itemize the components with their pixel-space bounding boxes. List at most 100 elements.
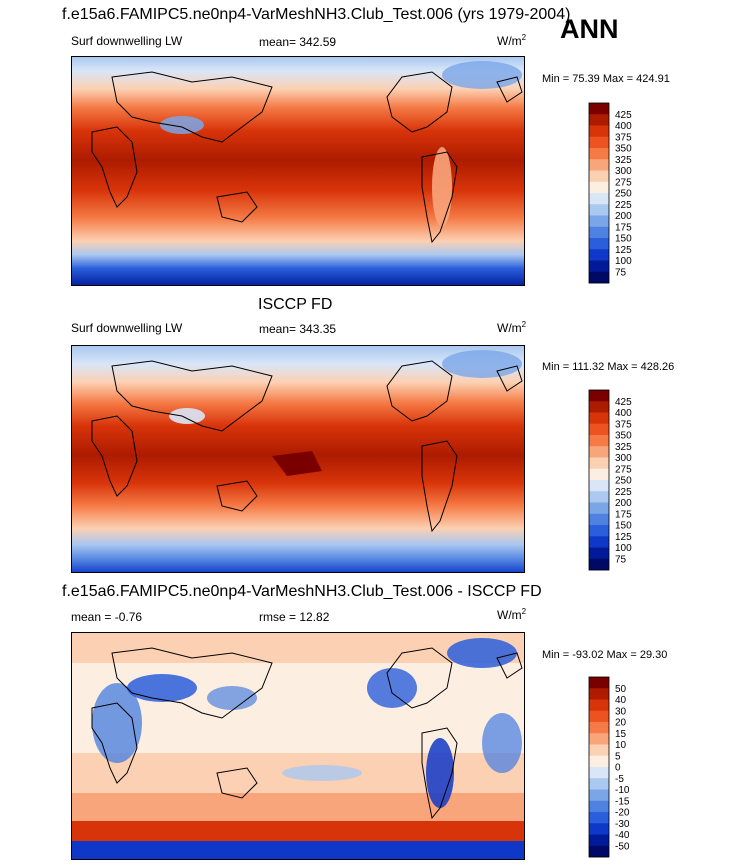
colorbar-swatch <box>589 390 609 402</box>
colorbar-swatch <box>589 733 609 745</box>
panel3-title: f.e15a6.FAMIPC5.ne0np4-VarMeshNH3.Club_T… <box>62 583 542 600</box>
colorbar-swatch <box>589 170 609 183</box>
colorbar-tick-label: 100 <box>615 543 632 554</box>
colorbar-tick-label: 300 <box>615 453 632 464</box>
colorbar-swatch <box>589 744 609 757</box>
colorbar-swatch <box>589 193 609 205</box>
colorbar-tick-label: 75 <box>615 267 627 278</box>
colorbar-tick-label: 275 <box>615 464 632 475</box>
colorbar-tick-label: -50 <box>615 841 630 852</box>
colorbar-tick-label: 15 <box>615 729 627 740</box>
colorbar-tick-label: 250 <box>615 189 632 200</box>
colorbar-swatch <box>589 148 609 160</box>
panel3-minmax-label: Min = -93.02 Max = 29.30 <box>542 649 668 661</box>
colorbar-tick-label: 175 <box>615 509 632 520</box>
colorbar-swatch <box>589 789 609 802</box>
colorbar-tick-label: 375 <box>615 419 632 430</box>
panel2-colorbar: 425 400 375 350 325 300 275 250 225 200 175 150 125 1… <box>588 389 632 571</box>
colorbar-swatch <box>589 136 609 149</box>
colorbar-swatch <box>589 125 609 138</box>
panel1-map <box>71 56 525 286</box>
panel3-rmse-label: rmse = 12.82 <box>259 610 330 624</box>
colorbar-swatch <box>589 159 609 171</box>
colorbar-tick-label: -40 <box>615 830 630 841</box>
colorbar-swatch <box>589 755 609 768</box>
colorbar-swatch <box>589 435 609 447</box>
colorbar-swatch <box>589 215 609 228</box>
panel1-title: f.e15a6.FAMIPC5.ne0np4-VarMeshNH3.Club_T… <box>62 6 571 23</box>
colorbar-swatch <box>589 491 609 503</box>
panel2-minmax-label: Min = 111.32 Max = 428.26 <box>542 361 675 373</box>
panel1-mean-label: mean= 342.59 <box>259 35 337 49</box>
colorbar-swatch <box>589 710 609 723</box>
panel1-minmax-label: Min = 75.39 Max = 424.91 <box>542 73 670 85</box>
colorbar-tick-label: 325 <box>615 155 632 166</box>
colorbar-tick-label: 350 <box>615 431 632 442</box>
colorbar-swatch <box>589 468 609 481</box>
colorbar-swatch <box>589 412 609 425</box>
panel1-units-label: W/m2 <box>497 33 527 49</box>
colorbar-swatch <box>589 204 609 216</box>
colorbar-tick-label: 10 <box>615 740 627 751</box>
panel2-mean-label: mean= 343.35 <box>259 322 337 336</box>
colorbar-tick-label: 150 <box>615 521 632 532</box>
colorbar-swatch <box>589 834 609 847</box>
colorbar-swatch <box>589 800 609 813</box>
colorbar-tick-label: 225 <box>615 487 632 498</box>
colorbar-tick-label: 375 <box>615 132 632 143</box>
colorbar-swatch <box>589 845 609 858</box>
panel1-colorbar-svg: 4254003753503253002752502252001751501251… <box>588 102 632 284</box>
colorbar-swatch <box>589 513 609 526</box>
colorbar-swatch <box>589 812 609 824</box>
panel3-map <box>71 632 525 860</box>
panel1-variable-label: Surf downwelling LW <box>71 34 183 48</box>
colorbar-tick-label: -20 <box>615 808 630 819</box>
colorbar-swatch <box>589 226 609 239</box>
colorbar-tick-label: 400 <box>615 408 632 419</box>
colorbar-tick-label: 20 <box>615 718 627 729</box>
colorbar-border <box>588 389 610 571</box>
panel3-units-label: W/m2 <box>497 607 527 623</box>
panel2-variable-label: Surf downwelling LW <box>71 321 183 335</box>
colorbar-tick-label: 425 <box>615 397 632 408</box>
panel2-colorbar-svg: 4254003753503253002752502252001751501251… <box>588 389 632 571</box>
colorbar-tick-label: -15 <box>615 796 630 807</box>
colorbar-tick-label: -10 <box>615 785 630 796</box>
colorbar-swatch <box>589 457 609 470</box>
colorbar-swatch <box>589 423 609 436</box>
panel2-map <box>71 345 525 573</box>
colorbar-swatch <box>589 260 609 273</box>
colorbar-swatch <box>589 677 609 689</box>
colorbar-swatch <box>589 446 609 458</box>
colorbar-swatch <box>589 558 609 571</box>
colorbar-swatch <box>589 502 609 515</box>
colorbar-swatch <box>589 401 609 413</box>
colorbar-swatch <box>589 778 609 790</box>
panel2-title: ISCCP FD <box>258 296 333 313</box>
colorbar-swatch <box>589 114 609 126</box>
colorbar-tick-label: 325 <box>615 442 632 453</box>
colorbar-tick-label: 125 <box>615 532 632 543</box>
colorbar-swatch <box>589 767 609 779</box>
colorbar-swatch <box>589 547 609 560</box>
colorbar-tick-label: 425 <box>615 110 632 121</box>
colorbar-tick-label: -5 <box>615 774 624 785</box>
colorbar-swatch <box>589 536 609 548</box>
colorbar-border <box>588 676 610 858</box>
colorbar-swatch <box>589 722 609 734</box>
colorbar-tick-label: 75 <box>615 554 627 565</box>
season-label: ANN <box>560 14 619 44</box>
colorbar-tick-label: 250 <box>615 476 632 487</box>
colorbar-swatch <box>589 271 609 284</box>
colorbar-tick-label: 5 <box>615 751 621 762</box>
panel2-units-label: W/m2 <box>497 320 527 336</box>
colorbar-tick-label: 30 <box>615 706 627 717</box>
colorbar-swatch <box>589 249 609 261</box>
colorbar-tick-label: -30 <box>615 819 630 830</box>
colorbar-border <box>588 102 610 284</box>
colorbar-tick-label: 0 <box>615 763 621 774</box>
colorbar-swatch <box>589 525 609 537</box>
colorbar-tick-label: 350 <box>615 144 632 155</box>
panel1-colorbar: 425 400 375 350 325 300 275 250 225 200 175 150 125 1… <box>588 102 632 284</box>
